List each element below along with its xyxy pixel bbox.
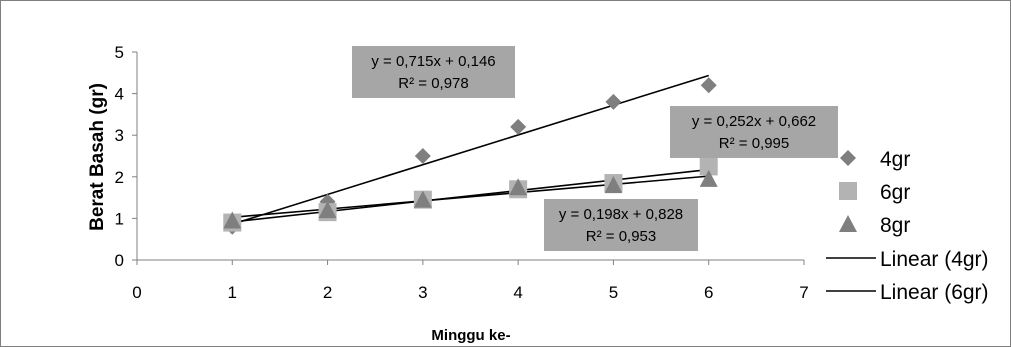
r-squared-text: R² = 0,995	[719, 135, 789, 152]
x-tick-label: 3	[418, 283, 427, 302]
y-tick-label: 4	[115, 85, 124, 104]
y-tick-label: 0	[115, 251, 124, 270]
y-tick-label: 1	[115, 209, 124, 228]
y-tick-label: 5	[115, 43, 124, 62]
x-tick-label: 0	[132, 283, 141, 302]
equation-box	[670, 106, 838, 158]
r-squared-text: R² = 0,953	[586, 228, 656, 245]
data-point	[413, 190, 432, 208]
equation-box	[352, 46, 515, 98]
legend-marker	[839, 215, 857, 232]
y-tick-label: 3	[115, 126, 124, 145]
y-tick-label: 2	[115, 168, 124, 187]
data-point	[318, 201, 337, 219]
x-tick-label: 4	[513, 283, 522, 302]
x-tick-label: 2	[323, 283, 332, 302]
trendline	[232, 74, 709, 225]
data-point	[510, 118, 527, 135]
legend-label: Linear (4gr)	[880, 248, 989, 271]
points	[223, 77, 718, 235]
data-point	[699, 169, 718, 187]
legend-marker	[840, 150, 856, 166]
x-axis-title: Minggu ke-	[431, 327, 510, 344]
axes: 0 1 2 3 4 5 6 7 0 1 2 3 4 5	[115, 43, 809, 302]
x-tick-label: 5	[609, 283, 618, 302]
legend: 4gr 6gr 8gr Linear (4gr) Linear (6gr)	[826, 148, 989, 304]
data-point	[604, 176, 623, 194]
equation-text: y = 0,715x + 0,146	[371, 53, 495, 70]
data-point	[223, 211, 242, 229]
legend-label: 4gr	[880, 148, 910, 171]
trendline	[232, 175, 709, 219]
data-point	[605, 93, 622, 110]
equation-text: y = 0,252x + 0,662	[692, 113, 816, 130]
data-point	[414, 148, 431, 164]
equation-box	[544, 199, 698, 251]
legend-label: Linear (6gr)	[880, 281, 989, 304]
trendline	[232, 168, 709, 223]
y-axis-title: Berat Basah (gr)	[87, 83, 108, 231]
data-point	[509, 178, 528, 196]
equation-text: y = 0,198x + 0,828	[559, 206, 683, 223]
equation-labels: y = 0,715x + 0,146 R² = 0,978 y = 0,252x +…	[352, 46, 838, 251]
trendlines	[232, 74, 709, 225]
legend-marker	[839, 182, 857, 200]
r-squared-text: R² = 0,978	[398, 75, 468, 92]
x-tick-label: 6	[704, 283, 713, 302]
data-point	[699, 157, 718, 176]
x-tick-label: 7	[799, 283, 808, 302]
legend-label: 8gr	[880, 214, 910, 237]
data-point	[700, 77, 717, 94]
legend-label: 6gr	[880, 181, 910, 204]
x-tick-label: 1	[228, 283, 237, 302]
